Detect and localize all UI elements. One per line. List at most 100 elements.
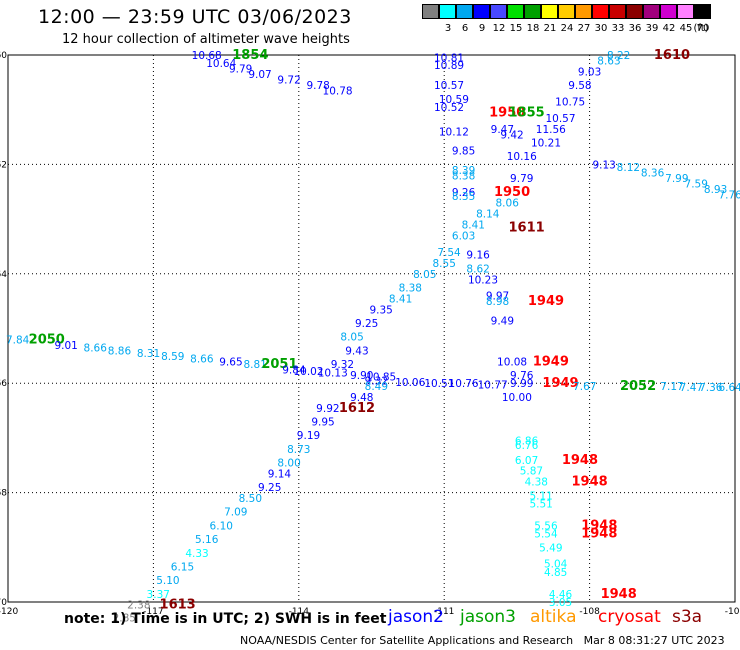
wave-height-value: 8.38 [399,282,422,294]
scale-swatch [694,4,711,19]
wave-height-value: 2.38 [127,600,150,612]
scale-swatch [507,4,524,19]
wave-height-value: 8.41 [389,293,412,305]
wave-height-value: 9.97 [486,291,509,303]
wave-height-value: 5.49 [539,542,562,554]
time-label: 1948 [572,475,608,490]
scale-label: 30 [594,23,608,34]
wave-height-value: 11.56 [536,124,566,136]
scale-label: 42 [662,23,676,34]
wave-height-value: 4.38 [525,477,548,489]
wave-height-value: 7.76 [718,189,740,201]
lat-label: 68 [0,489,7,499]
time-label: 1950 [489,105,525,120]
scale-label: 70 [696,23,710,34]
credit-text: NOAA/NESDIS Center for Satellite Applica… [240,634,574,647]
wave-height-value: 10.89 [434,60,464,72]
scale-label: 24 [560,23,574,34]
wave-height-value: 8.12 [617,162,640,174]
wave-height-value: 9.85 [452,146,475,158]
wave-height-value: 8.86 [108,345,132,357]
wave-height-value: 5.54 [534,529,558,541]
lon-label: -105 [725,607,740,617]
wave-height-value: 6.03 [452,231,475,243]
scale-label: 36 [628,23,642,34]
wave-height-value: 8.66 [190,354,214,366]
satellite-s3a: s3a [672,607,703,627]
wave-height-value: 6.86 [515,436,539,448]
footer-credit: NOAA/NESDIS Center for Satellite Applica… [240,634,725,647]
wave-height-value: 8.66 [84,343,108,355]
wave-height-value: 10.51 [424,378,454,390]
wave-height-value: 8.55 [433,258,456,270]
wave-height-value: 8.14 [476,209,500,221]
wave-height-value: 9.90 [350,370,373,382]
wave-height-value: 10.23 [468,274,498,286]
wave-height-value: 7.99 [665,173,688,185]
wave-height-value: 10.12 [439,127,469,139]
wave-height-value: 8.41 [462,220,485,232]
wave-height-value: 8.98 [486,296,509,308]
scale-label: 45 [679,23,693,34]
wave-height-value: 7.47 [680,382,703,394]
wave-height-value: 9.65 [219,356,242,368]
time-label: 1949 [528,294,564,309]
scale-swatch [439,4,456,19]
wave-height-value: 8.62 [466,263,489,275]
wave-height-value: 6.07 [515,455,538,467]
wave-height-value: 6.15 [171,561,194,573]
wave-height-value: 9.72 [277,75,300,87]
scale-swatch [456,4,473,19]
scale-swatch [575,4,592,19]
wave-height-value: 5.04 [544,559,568,571]
scale-label: 9 [478,23,486,34]
time-label: 2051 [261,357,297,372]
wave-height-value: 8.73 [287,444,310,456]
wave-height-value: 5.56 [534,520,558,532]
wave-height-value: 10.57 [545,113,575,125]
wave-height-value: 7.17 [660,381,683,393]
scale-label: 15 [509,23,523,34]
wave-height-value: 9.92 [316,403,339,415]
scale-swatch [592,4,609,19]
scale-label: 39 [645,23,659,34]
wave-height-value: 9.84 [282,365,306,377]
wave-height-value: 9.07 [248,69,271,81]
wave-height-value: 9.03 [578,66,601,78]
time-label: 1948 [581,518,617,533]
scale-label: 6 [461,23,469,34]
wave-height-value: 7.84 [6,334,30,346]
scale-label: 18 [526,23,540,34]
wave-height-value: 8.93 [704,184,727,196]
wave-height-value: 10.06 [395,377,425,389]
wave-height-value: 8.49 [365,381,388,393]
wave-height-value: 5.16 [195,534,219,546]
wave-height-value: 9.58 [568,80,591,92]
wave-height-value: 9.19 [297,430,320,442]
scale-swatch [422,4,439,19]
wave-height-value: 8.31 [137,348,160,360]
lon-label: -117 [143,607,163,617]
wave-height-value: 9.13 [592,159,615,171]
scale-swatch [643,4,660,19]
wave-height-value: 10.00 [502,392,532,404]
wave-height-value: 8.35 [452,191,475,203]
wave-height-value: 10.13 [318,367,348,379]
scale-label: 3 [444,23,452,34]
wave-height-value: 4.85 [544,567,567,579]
wave-height-value: 8.36 [641,168,665,180]
satellite-cryosat: cryosat [598,607,661,627]
wave-height-value: 7.36 [699,382,723,394]
time-label: 1855 [508,105,544,120]
wave-height-value: 8.63 [597,55,620,67]
wave-height-value: 10.81 [434,53,464,65]
scale-label: 12 [492,23,506,34]
wave-height-value: 7.59 [685,179,708,191]
legend-note: note: 1) Time is in UTC; 2) SWH is in fe… [64,611,387,627]
wave-height-value: 9.79 [510,173,533,185]
wave-height-value: 8.81 [243,359,266,371]
scale-label: 21 [543,23,557,34]
scale-swatch [609,4,626,19]
lon-label: -108 [579,607,600,617]
